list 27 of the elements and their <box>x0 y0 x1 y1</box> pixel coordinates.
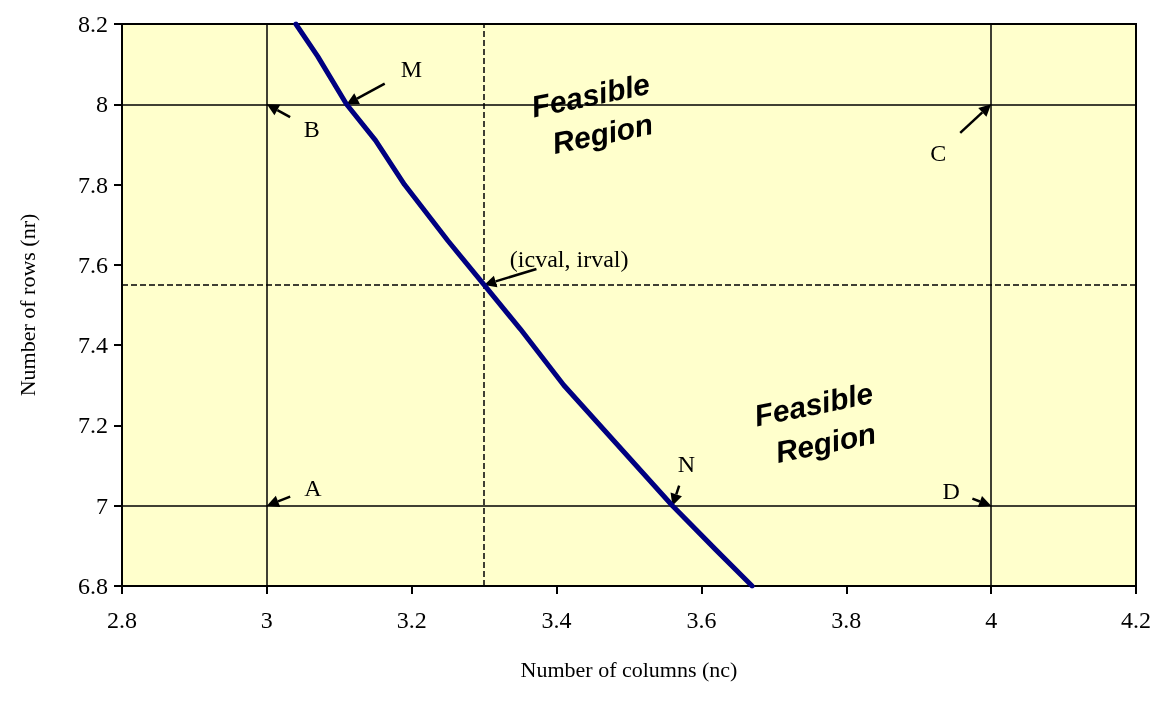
x-tick-label: 3.8 <box>831 607 862 633</box>
y-tick-label: 7.2 <box>78 412 108 439</box>
x-tick-label: 3.4 <box>541 607 572 633</box>
annotation: C <box>930 140 947 167</box>
x-tick-label: 4 <box>985 607 998 633</box>
annotation: N <box>677 450 696 477</box>
x-axis-title: Number of columns (nc) <box>520 656 738 682</box>
y-tick-label: 6.8 <box>78 573 108 599</box>
y-tick-label: 7 <box>96 492 108 519</box>
y-axis-title: Number of rows (nr) <box>14 213 40 397</box>
annotation: M <box>400 56 423 83</box>
annotation: B <box>303 116 320 143</box>
annotation: A <box>304 474 323 501</box>
y-tick-label: 8 <box>96 91 108 118</box>
y-tick-label: 7.4 <box>78 332 108 359</box>
x-tick-label: 3.6 <box>686 607 717 633</box>
x-tick-label: 2.8 <box>107 607 137 633</box>
x-tick-label: 4.2 <box>1121 607 1151 633</box>
x-tick-label: 3.2 <box>396 607 427 633</box>
x-tick-label: 3 <box>260 607 273 633</box>
annotation: D <box>942 477 960 504</box>
y-tick-label: 7.8 <box>78 171 108 198</box>
annotation: (icval, irval) <box>509 245 629 272</box>
y-tick-label: 8.2 <box>78 11 108 37</box>
y-tick-label: 7.6 <box>78 251 108 278</box>
annotation: Feasible Region <box>751 374 884 469</box>
annotation: Feasible Region <box>528 65 661 160</box>
